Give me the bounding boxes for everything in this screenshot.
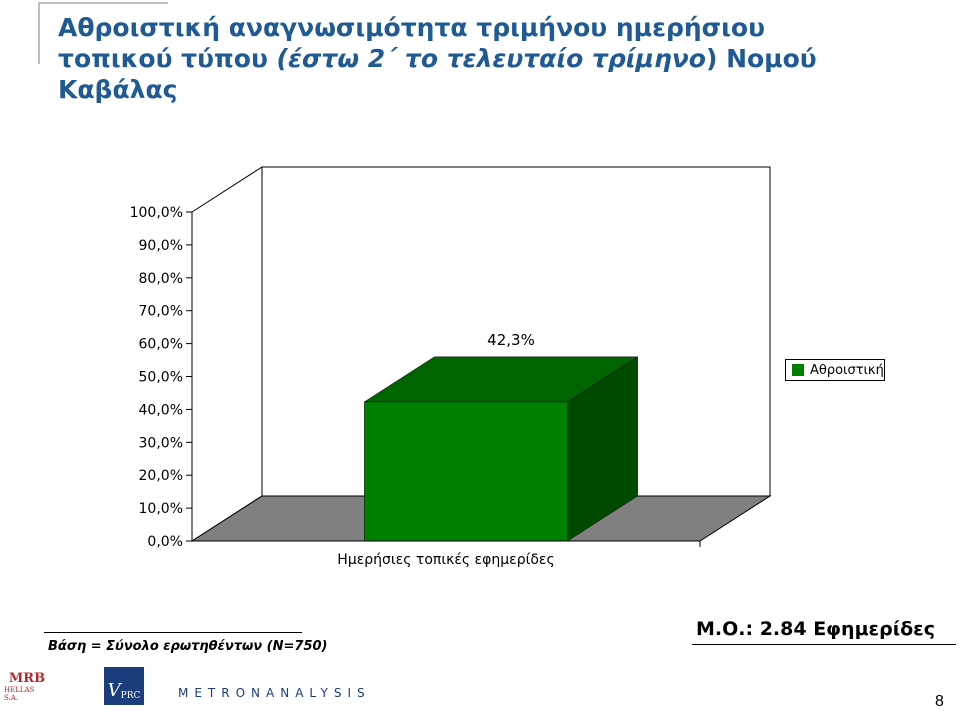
decor-vertical-line	[38, 2, 40, 64]
x-category-label: Ημερήσιες τοπικές εφημερίδες	[337, 552, 554, 568]
y-tick-label: 20,0%	[139, 468, 183, 484]
mean-note: Μ.Ο.: 2.84 Εφημερίδες	[696, 618, 936, 640]
y-tick-label: 60,0%	[139, 337, 183, 353]
chart-legend: Αθροιστική	[785, 359, 885, 381]
title-line-3: Καβάλας	[58, 75, 178, 104]
mrb-logo-subtext: HELLAS S.A.	[4, 685, 35, 702]
y-axis: 0,0% 10,0% 20,0% 30,0% 40,0% 50,0% 60,0% 70,0% 8…	[130, 205, 193, 550]
y-tick-label: 70,0%	[139, 304, 183, 320]
slide-title: Αθροιστική αναγνωσιμότητα τριμήνου ημερή…	[58, 12, 938, 105]
bar-front	[364, 401, 568, 542]
y-tick-label: 50,0%	[139, 370, 183, 386]
y-tick-label: 40,0%	[139, 402, 183, 418]
title-line-2-end: ) Νομού	[705, 44, 817, 73]
chart-side-wall	[191, 166, 263, 542]
base-note: Βάση = Σύνολο ερωτηθέντων (Ν=750)	[48, 639, 328, 654]
legend-label: Αθροιστική	[810, 362, 884, 378]
bar-chart: 0,0% 10,0% 20,0% 30,0% 40,0% 50,0% 60,0% 70,0% 8…	[130, 166, 772, 568]
metron-analysis-logo: METRONANALYSIS	[178, 686, 371, 700]
y-tick-label: 90,0%	[139, 238, 183, 254]
title-line-2-italic: (έστω 2΄ το τελευταίο τρίμηνο	[276, 44, 706, 73]
bar-series: 42,3%	[363, 331, 639, 542]
vprc-logo-v: V	[107, 680, 121, 701]
y-tick-label: 80,0%	[139, 271, 183, 287]
base-note-box	[44, 632, 302, 659]
y-tick-label: 10,0%	[139, 501, 183, 517]
bar-side	[567, 356, 638, 542]
vprc-logo: V PRC	[104, 667, 144, 705]
mrb-logo-text: MRB	[8, 670, 46, 686]
bar-data-label: 42,3%	[487, 331, 535, 349]
mrb-logo: MRB HELLAS S.A.	[4, 666, 50, 706]
y-tick-label: 0,0%	[147, 534, 183, 550]
title-line-1: Αθροιστική αναγνωσιμότητα τριμήνου ημερή…	[58, 13, 765, 42]
decor-horizontal-line	[38, 2, 168, 4]
page-number: 8	[935, 693, 944, 710]
y-tick-label: 100,0%	[130, 205, 183, 221]
title-line-2-start: τοπικού τύπου	[58, 44, 277, 73]
y-tick-label: 30,0%	[139, 435, 183, 451]
mean-note-underline	[692, 644, 956, 645]
legend-swatch	[792, 364, 804, 376]
vprc-logo-prc: PRC	[120, 691, 141, 701]
x-axis: Ημερήσιες τοπικές εφημερίδες	[192, 540, 701, 568]
